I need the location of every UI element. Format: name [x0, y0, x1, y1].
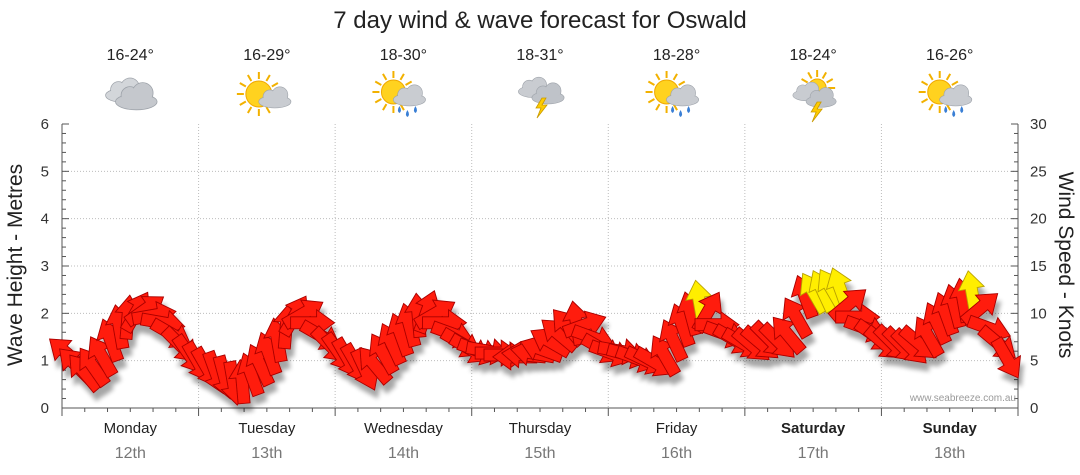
day-date-label: 15th — [524, 445, 555, 462]
cloud-shape — [115, 82, 158, 111]
day-labels: Monday 12th Tuesday 13th Wednesday 14th Thursd… — [104, 420, 978, 462]
y-right-axis-label: Wind Speed - Knots — [1054, 172, 1077, 359]
cloud-shape — [258, 86, 292, 109]
y-right-tick-label: 30 — [1030, 116, 1047, 133]
day-date-label: 14th — [388, 445, 419, 462]
y-left-axis-label: Wave Height - Metres — [4, 164, 27, 366]
day-name-label: Sunday — [923, 420, 978, 437]
lightning-bolt — [535, 97, 548, 119]
wind-arrow — [990, 336, 1021, 379]
day-date-label: 13th — [251, 445, 282, 462]
rain-drop — [671, 106, 675, 113]
y-right-tick-label: 20 — [1030, 211, 1047, 228]
thunderstorm-icon — [518, 76, 565, 119]
day-date-label: 16th — [661, 445, 692, 462]
temperature-range-label: 16-24° — [107, 47, 154, 64]
y-left-tick-label: 2 — [41, 305, 49, 322]
y-right-tick-label: 15 — [1030, 258, 1047, 275]
cloudy-icon — [105, 77, 158, 111]
day-name-label: Tuesday — [238, 420, 295, 437]
rain-drop — [944, 106, 948, 113]
wind-speed-ticks: 0 5 10 15 20 25 30 — [1030, 116, 1047, 417]
partly-sunny-icon — [236, 72, 292, 116]
cloud-shape — [939, 84, 973, 107]
day-name-label: Friday — [656, 420, 698, 437]
y-right-tick-label: 0 — [1030, 400, 1038, 417]
temperature-range-label: 18-30° — [380, 47, 427, 64]
day-name-label: Wednesday — [364, 420, 443, 437]
y-left-tick-label: 6 — [41, 116, 49, 133]
sun-shape — [645, 71, 688, 113]
sun-showers-icon — [918, 71, 973, 117]
day-name-label: Saturday — [781, 420, 846, 437]
cloud-shape — [666, 84, 700, 107]
temperature-range-label: 18-28° — [653, 47, 700, 64]
day-date-label: 17th — [798, 445, 829, 462]
temperature-range-label: 18-31° — [516, 47, 563, 64]
wind-arrow — [87, 336, 119, 379]
y-right-tick-label: 10 — [1030, 305, 1047, 322]
rain-drop — [679, 110, 683, 117]
temperature-range-label: 16-26° — [926, 47, 973, 64]
wind-arrow — [650, 335, 682, 378]
y-left-tick-label: 0 — [41, 400, 49, 417]
y-left-tick-label: 1 — [41, 353, 49, 370]
weather-icons — [105, 70, 973, 123]
lightning-bolt — [810, 101, 823, 123]
rain-drop — [397, 106, 401, 113]
sun-showers-icon — [372, 71, 426, 117]
wind-arrow — [772, 316, 807, 356]
cloud-shape — [392, 84, 426, 107]
rain-drop — [960, 106, 964, 113]
cloud-shape — [805, 87, 837, 108]
rain-drop — [405, 110, 409, 117]
rain-drop — [952, 110, 956, 117]
cloud-shape — [531, 82, 565, 105]
temperature-range-label: 18-24° — [789, 47, 836, 64]
rain-drop — [413, 106, 417, 113]
wind-arrow — [290, 308, 336, 337]
sun-thunderstorm-icon — [792, 70, 837, 123]
sun-showers-icon — [645, 71, 700, 117]
daily-temperatures: 16-24° 16-29° 18-30° 18-31° 18-28° 18-24° 16-2… — [107, 47, 974, 64]
watermark: www.seabreeze.com.au — [909, 393, 1016, 404]
day-date-label: 18th — [934, 445, 965, 462]
day-date-label: 12th — [115, 445, 146, 462]
temperature-range-label: 16-29° — [243, 47, 290, 64]
wind-arrows — [48, 267, 1021, 406]
day-name-label: Thursday — [509, 420, 572, 437]
y-left-tick-label: 3 — [41, 258, 49, 275]
wave-height-ticks: 0 1 2 3 4 5 6 — [41, 116, 49, 417]
y-right-tick-label: 25 — [1030, 163, 1047, 180]
wind-arrow — [782, 297, 814, 340]
y-left-tick-label: 4 — [41, 211, 49, 228]
y-left-tick-label: 5 — [41, 163, 49, 180]
plot-axes — [61, 123, 1019, 416]
y-right-tick-label: 5 — [1030, 353, 1038, 370]
chart-title: 7 day wind & wave forecast for Oswald — [333, 7, 747, 34]
rain-drop — [687, 106, 691, 113]
day-name-label: Monday — [104, 420, 158, 437]
